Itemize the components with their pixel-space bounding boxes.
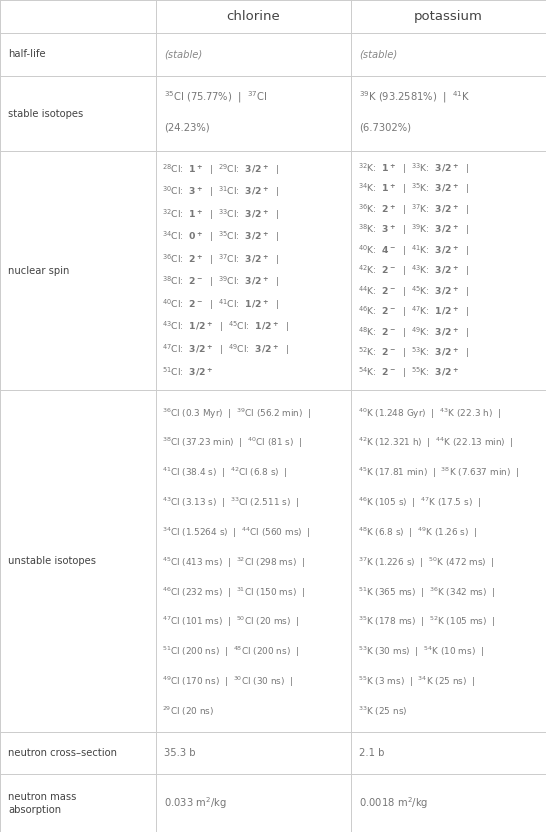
Text: $^{42}$K (12.321 h)  |  $^{44}$K (22.13 min)  |: $^{42}$K (12.321 h) | $^{44}$K (22.13 mi… <box>358 436 513 450</box>
Text: $^{32}$K:  $\mathbf{1^+}$  |  $^{33}$K:  $\mathbf{3/2^+}$  |: $^{32}$K: $\mathbf{1^+}$ | $^{33}$K: $\m… <box>358 161 469 176</box>
Text: $^{51}$Cl (200 ns)  |  $^{48}$Cl (200 ns)  |: $^{51}$Cl (200 ns) | $^{48}$Cl (200 ns) … <box>162 645 299 659</box>
Text: $^{54}$K:  $\mathbf{2^-}$  |  $^{55}$K:  $\mathbf{3/2^+}$: $^{54}$K: $\mathbf{2^-}$ | $^{55}$K: $\m… <box>358 366 459 380</box>
Text: stable isotopes: stable isotopes <box>8 108 84 119</box>
Text: $^{53}$K (30 ms)  |  $^{54}$K (10 ms)  |: $^{53}$K (30 ms) | $^{54}$K (10 ms) | <box>358 645 484 659</box>
Text: $^{38}$K:  $\mathbf{3^+}$  |  $^{39}$K:  $\mathbf{3/2^+}$  |: $^{38}$K: $\mathbf{3^+}$ | $^{39}$K: $\m… <box>358 222 469 237</box>
Text: $^{46}$K (105 s)  |  $^{47}$K (17.5 s)  |: $^{46}$K (105 s) | $^{47}$K (17.5 s) | <box>358 496 480 510</box>
Text: $^{49}$Cl (170 ns)  |  $^{30}$Cl (30 ns)  |: $^{49}$Cl (170 ns) | $^{30}$Cl (30 ns) | <box>162 675 294 689</box>
Text: $^{51}$K (365 ms)  |  $^{36}$K (342 ms)  |: $^{51}$K (365 ms) | $^{36}$K (342 ms) | <box>358 585 495 600</box>
Text: $^{37}$K (1.226 s)  |  $^{50}$K (472 ms)  |: $^{37}$K (1.226 s) | $^{50}$K (472 ms) | <box>358 555 495 570</box>
Text: 35.3 b: 35.3 b <box>164 748 195 758</box>
Text: 2.1 b: 2.1 b <box>359 748 384 758</box>
Text: $^{35}$Cl (75.77%)  |  $^{37}$Cl: $^{35}$Cl (75.77%) | $^{37}$Cl <box>164 89 268 105</box>
Text: $^{45}$K (17.81 min)  |  $^{38}$K (7.637 min)  |: $^{45}$K (17.81 min) | $^{38}$K (7.637 m… <box>358 466 519 480</box>
Text: $^{34}$Cl:  $\mathbf{0^+}$  |  $^{35}$Cl:  $\mathbf{3/2^+}$  |: $^{34}$Cl: $\mathbf{0^+}$ | $^{35}$Cl: $… <box>162 230 279 245</box>
Text: 0.033 m$^2$/kg: 0.033 m$^2$/kg <box>164 795 227 811</box>
Text: $^{40}$K (1.248 Gyr)  |  $^{43}$K (22.3 h)  |: $^{40}$K (1.248 Gyr) | $^{43}$K (22.3 h)… <box>358 406 501 420</box>
Text: $^{43}$Cl (3.13 s)  |  $^{33}$Cl (2.511 s)  |: $^{43}$Cl (3.13 s) | $^{33}$Cl (2.511 s)… <box>162 496 299 510</box>
Text: $^{36}$K:  $\mathbf{2^+}$  |  $^{37}$K:  $\mathbf{3/2^+}$  |: $^{36}$K: $\mathbf{2^+}$ | $^{37}$K: $\m… <box>358 202 469 216</box>
Text: $^{28}$Cl:  $\mathbf{1^+}$  |  $^{29}$Cl:  $\mathbf{3/2^+}$  |: $^{28}$Cl: $\mathbf{1^+}$ | $^{29}$Cl: $… <box>162 162 279 176</box>
Text: $^{44}$K:  $\mathbf{2^-}$  |  $^{45}$K:  $\mathbf{3/2^+}$  |: $^{44}$K: $\mathbf{2^-}$ | $^{45}$K: $\m… <box>358 284 469 299</box>
Text: $^{30}$Cl:  $\mathbf{3^+}$  |  $^{31}$Cl:  $\mathbf{3/2^+}$  |: $^{30}$Cl: $\mathbf{3^+}$ | $^{31}$Cl: $… <box>162 185 279 199</box>
Text: half-life: half-life <box>8 49 46 59</box>
Text: $^{38}$Cl:  $\mathbf{2^-}$  |  $^{39}$Cl:  $\mathbf{3/2^+}$  |: $^{38}$Cl: $\mathbf{2^-}$ | $^{39}$Cl: $… <box>162 275 279 290</box>
Text: $^{33}$K (25 ns): $^{33}$K (25 ns) <box>358 705 407 718</box>
Text: $^{39}$K (93.2581%)  |  $^{41}$K: $^{39}$K (93.2581%) | $^{41}$K <box>359 89 471 105</box>
Text: (6.7302%): (6.7302%) <box>359 122 411 132</box>
Text: $^{34}$K:  $\mathbf{1^+}$  |  $^{35}$K:  $\mathbf{3/2^+}$  |: $^{34}$K: $\mathbf{1^+}$ | $^{35}$K: $\m… <box>358 181 469 196</box>
Text: $^{29}$Cl (20 ns): $^{29}$Cl (20 ns) <box>162 705 215 718</box>
Text: $^{55}$K (3 ms)  |  $^{34}$K (25 ns)  |: $^{55}$K (3 ms) | $^{34}$K (25 ns) | <box>358 675 475 689</box>
Text: $^{41}$Cl (38.4 s)  |  $^{42}$Cl (6.8 s)  |: $^{41}$Cl (38.4 s) | $^{42}$Cl (6.8 s) | <box>162 466 288 480</box>
Text: neutron cross–section: neutron cross–section <box>8 748 117 758</box>
Text: $^{52}$K:  $\mathbf{2^-}$  |  $^{53}$K:  $\mathbf{3/2^+}$  |: $^{52}$K: $\mathbf{2^-}$ | $^{53}$K: $\m… <box>358 345 469 360</box>
Text: $^{46}$K:  $\mathbf{2^-}$  |  $^{47}$K:  $\mathbf{1/2^+}$  |: $^{46}$K: $\mathbf{2^-}$ | $^{47}$K: $\m… <box>358 305 469 319</box>
Text: $^{36}$Cl:  $\mathbf{2^+}$  |  $^{37}$Cl:  $\mathbf{3/2^+}$  |: $^{36}$Cl: $\mathbf{2^+}$ | $^{37}$Cl: $… <box>162 252 279 267</box>
Text: $^{36}$Cl (0.3 Myr)  |  $^{39}$Cl (56.2 min)  |: $^{36}$Cl (0.3 Myr) | $^{39}$Cl (56.2 mi… <box>162 406 312 420</box>
Text: $^{47}$Cl (101 ms)  |  $^{50}$Cl (20 ms)  |: $^{47}$Cl (101 ms) | $^{50}$Cl (20 ms) | <box>162 615 300 629</box>
Text: $^{40}$Cl:  $\mathbf{2^-}$  |  $^{41}$Cl:  $\mathbf{1/2^+}$  |: $^{40}$Cl: $\mathbf{2^-}$ | $^{41}$Cl: $… <box>162 297 279 312</box>
Text: chlorine: chlorine <box>227 10 280 23</box>
Text: potassium: potassium <box>414 10 483 23</box>
Text: (stable): (stable) <box>164 49 202 59</box>
Text: $^{42}$K:  $\mathbf{2^-}$  |  $^{43}$K:  $\mathbf{3/2^+}$  |: $^{42}$K: $\mathbf{2^-}$ | $^{43}$K: $\m… <box>358 264 469 278</box>
Text: $^{40}$K:  $\mathbf{4^-}$  |  $^{41}$K:  $\mathbf{3/2^+}$  |: $^{40}$K: $\mathbf{4^-}$ | $^{41}$K: $\m… <box>358 243 469 258</box>
Text: $^{35}$K (178 ms)  |  $^{52}$K (105 ms)  |: $^{35}$K (178 ms) | $^{52}$K (105 ms) | <box>358 615 495 629</box>
Text: $^{47}$Cl:  $\mathbf{3/2^+}$  |  $^{49}$Cl:  $\mathbf{3/2^+}$  |: $^{47}$Cl: $\mathbf{3/2^+}$ | $^{49}$Cl:… <box>162 342 289 357</box>
Text: (24.23%): (24.23%) <box>164 122 210 132</box>
Text: $^{38}$Cl (37.23 min)  |  $^{40}$Cl (81 s)  |: $^{38}$Cl (37.23 min) | $^{40}$Cl (81 s)… <box>162 436 302 450</box>
Text: $^{48}$K (6.8 s)  |  $^{49}$K (1.26 s)  |: $^{48}$K (6.8 s) | $^{49}$K (1.26 s) | <box>358 526 477 540</box>
Text: $^{34}$Cl (1.5264 s)  |  $^{44}$Cl (560 ms)  |: $^{34}$Cl (1.5264 s) | $^{44}$Cl (560 ms… <box>162 526 311 540</box>
Text: neutron mass
absorption: neutron mass absorption <box>8 791 76 815</box>
Text: (stable): (stable) <box>359 49 397 59</box>
Text: $^{32}$Cl:  $\mathbf{1^+}$  |  $^{33}$Cl:  $\mathbf{3/2^+}$  |: $^{32}$Cl: $\mathbf{1^+}$ | $^{33}$Cl: $… <box>162 207 279 221</box>
Text: $^{45}$Cl (413 ms)  |  $^{32}$Cl (298 ms)  |: $^{45}$Cl (413 ms) | $^{32}$Cl (298 ms) … <box>162 555 305 570</box>
Text: unstable isotopes: unstable isotopes <box>8 556 96 566</box>
Text: 0.0018 m$^2$/kg: 0.0018 m$^2$/kg <box>359 795 429 811</box>
Text: nuclear spin: nuclear spin <box>8 265 69 275</box>
Text: $^{43}$Cl:  $\mathbf{1/2^+}$  |  $^{45}$Cl:  $\mathbf{1/2^+}$  |: $^{43}$Cl: $\mathbf{1/2^+}$ | $^{45}$Cl:… <box>162 319 289 334</box>
Text: $^{51}$Cl:  $\mathbf{3/2^+}$: $^{51}$Cl: $\mathbf{3/2^+}$ <box>162 366 213 379</box>
Text: $^{46}$Cl (232 ms)  |  $^{31}$Cl (150 ms)  |: $^{46}$Cl (232 ms) | $^{31}$Cl (150 ms) … <box>162 585 305 600</box>
Text: $^{48}$K:  $\mathbf{2^-}$  |  $^{49}$K:  $\mathbf{3/2^+}$  |: $^{48}$K: $\mathbf{2^-}$ | $^{49}$K: $\m… <box>358 325 469 339</box>
